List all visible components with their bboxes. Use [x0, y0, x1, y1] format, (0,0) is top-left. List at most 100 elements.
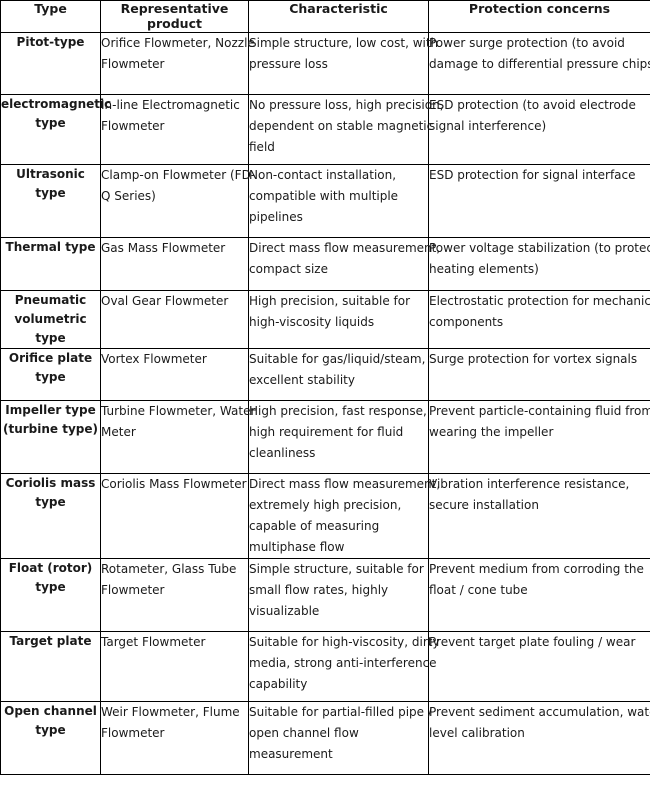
cell-representative-product: Coriolis Mass Flowmeter	[100, 473, 249, 559]
cell-protection-concerns: ESD protection for signal interface	[428, 164, 650, 238]
cell-type: electromagnetic type	[0, 94, 111, 165]
cell-line: pressure loss	[249, 57, 328, 71]
table-body: Pitot-type Orifice Flowmeter, Nozzle Flowm…	[0, 32, 650, 775]
cell-line: field	[249, 140, 275, 154]
cell-line: Weir Flowmeter, Flume	[101, 705, 240, 719]
cell-line: open channel flow	[249, 726, 359, 740]
cell-line: Prevent sediment accumulation, water	[429, 705, 650, 719]
cell-line: Suitable for partial-filled pipe /	[249, 705, 432, 719]
cell-line: Orifice Flowmeter, Nozzle	[101, 36, 255, 50]
cell-line: Prevent target plate fouling / wear	[429, 635, 636, 649]
cell-line: Prevent particle-containing fluid from	[429, 404, 650, 418]
cell-line: Rotameter, Glass Tube	[101, 562, 237, 576]
cell-line: Flowmeter	[101, 119, 165, 133]
cell-representative-product: In-line Electromagnetic Flowmeter	[100, 94, 249, 165]
cell-type: Orifice plate type	[0, 348, 101, 401]
cell-line: measurement	[249, 747, 333, 761]
cell-characteristic: Non-contact installation, compatible with…	[248, 164, 429, 238]
table-row: electromagnetic type In-line Electromagne…	[0, 94, 650, 165]
cell-line: media, strong anti-interference	[249, 656, 437, 670]
cell-line: wearing the impeller	[429, 425, 554, 439]
cell-line: capability	[249, 677, 308, 691]
column-header-protection-concerns: Protection concerns	[428, 0, 650, 33]
cell-type: Float (rotor) type	[0, 558, 101, 632]
cell-type: Target plate	[0, 631, 101, 702]
cell-line: visualizable	[249, 604, 320, 618]
cell-representative-product: Oval Gear Flowmeter	[100, 290, 249, 349]
cell-line: Clamp-on Flowmeter (FD-	[101, 168, 256, 182]
cell-protection-concerns: Power surge protection (to avoid damage t…	[428, 32, 650, 95]
cell-line: level calibration	[429, 726, 525, 740]
table-row: Pneumatic volumetric type Oval Gear Flowm…	[0, 290, 650, 349]
table-row: Coriolis mass type Coriolis Mass Flowmete…	[0, 473, 650, 559]
cell-line: Prevent medium from corroding the	[429, 562, 644, 576]
cell-line: compact size	[249, 262, 328, 276]
cell-characteristic: High precision, suitable for high-viscosi…	[248, 290, 429, 349]
cell-line: Q Series)	[101, 189, 156, 203]
cell-line: Non-contact installation,	[249, 168, 397, 182]
cell-line: float / cone tube	[429, 583, 528, 597]
cell-protection-concerns: Prevent target plate fouling / wear	[428, 631, 650, 702]
table-row: Pitot-type Orifice Flowmeter, Nozzle Flowm…	[0, 32, 650, 95]
cell-representative-product: Weir Flowmeter, Flume Flowmeter	[100, 701, 249, 775]
cell-characteristic: Simple structure, suitable for small flow…	[248, 558, 429, 632]
cell-representative-product: Orifice Flowmeter, Nozzle Flowmeter	[100, 32, 255, 95]
table-row: Impeller type (turbine type) Turbine Flow…	[0, 400, 650, 474]
table-container: Type Representative product Characterist…	[0, 0, 650, 775]
cell-representative-product: Clamp-on Flowmeter (FD- Q Series)	[100, 164, 256, 238]
cell-protection-concerns: ESD protection (to avoid electrode signal…	[428, 94, 650, 165]
cell-line: secure installation	[429, 498, 539, 512]
cell-line: excellent stability	[249, 373, 355, 387]
column-header-characteristic: Characteristic	[248, 0, 429, 33]
cell-representative-product: Turbine Flowmeter, Water Meter	[100, 400, 256, 474]
cell-line: Oval Gear Flowmeter	[101, 294, 229, 308]
cell-line: Direct mass flow measurement,	[249, 477, 441, 491]
cell-protection-concerns: Prevent medium from corroding the float /…	[428, 558, 650, 632]
cell-characteristic: Suitable for high-viscosity, dirty media,…	[248, 631, 440, 702]
cell-line: signal interference)	[429, 119, 547, 133]
cell-line: Surge protection for vortex signals	[429, 352, 638, 366]
cell-line: Vortex Flowmeter	[101, 352, 207, 366]
cell-line: high requirement for fluid	[249, 425, 404, 439]
table-row: Orifice plate type Vortex Flowmeter Suitab…	[0, 348, 650, 401]
cell-protection-concerns: Power voltage stabilization (to protect h…	[428, 237, 650, 291]
cell-line: High precision, suitable for	[249, 294, 411, 308]
cell-type: Pneumatic volumetric type	[0, 290, 101, 349]
cell-line: In-line Electromagnetic	[101, 98, 240, 112]
cell-characteristic: No pressure loss, high precision, depende…	[248, 94, 444, 165]
flowmeter-types-comparison-table: Type Representative product Characterist…	[0, 0, 650, 775]
cell-protection-concerns: Surge protection for vortex signals	[428, 348, 650, 401]
cell-line: Flowmeter	[101, 726, 165, 740]
cell-representative-product: Rotameter, Glass Tube Flowmeter	[100, 558, 249, 632]
cell-type: Thermal type	[0, 237, 101, 291]
cell-type: Impeller type (turbine type)	[0, 400, 101, 474]
table-row: Open channel type Weir Flowmeter, Flume Fl…	[0, 701, 650, 775]
cell-line: heating elements)	[429, 262, 539, 276]
cell-characteristic: Suitable for gas/liquid/steam, excellent …	[248, 348, 429, 401]
cell-line: Target Flowmeter	[101, 635, 206, 649]
cell-line: Turbine Flowmeter, Water	[101, 404, 256, 418]
cell-type: Ultrasonic type	[0, 164, 101, 238]
cell-line: High precision, fast response,	[249, 404, 427, 418]
cell-representative-product: Vortex Flowmeter	[100, 348, 249, 401]
cell-line: small flow rates, highly	[249, 583, 389, 597]
cell-line: cleanliness	[249, 446, 316, 460]
cell-representative-product: Gas Mass Flowmeter	[100, 237, 249, 291]
cell-line: Suitable for high-viscosity, dirty	[249, 635, 440, 649]
cell-characteristic: Direct mass flow measurement, extremely h…	[248, 473, 441, 559]
cell-line: Power surge protection (to avoid	[429, 36, 625, 50]
cell-line: compatible with multiple	[249, 189, 399, 203]
cell-protection-concerns: Prevent particle-containing fluid from we…	[428, 400, 650, 474]
cell-line: Coriolis Mass Flowmeter	[101, 477, 247, 491]
cell-characteristic: Direct mass flow measurement, compact siz…	[248, 237, 441, 291]
cell-line: Simple structure, low cost, with	[249, 36, 439, 50]
cell-line: Direct mass flow measurement,	[249, 241, 441, 255]
cell-line: Flowmeter	[101, 583, 165, 597]
table-header-row: Type Representative product Characterist…	[0, 0, 650, 33]
cell-line: ESD protection (to avoid electrode	[429, 98, 636, 112]
cell-line: Flowmeter	[101, 57, 165, 71]
cell-line: Gas Mass Flowmeter	[101, 241, 226, 255]
cell-line: Meter	[101, 425, 136, 439]
cell-line: extremely high precision,	[249, 498, 402, 512]
cell-line: damage to differential pressure chips)	[429, 57, 650, 71]
